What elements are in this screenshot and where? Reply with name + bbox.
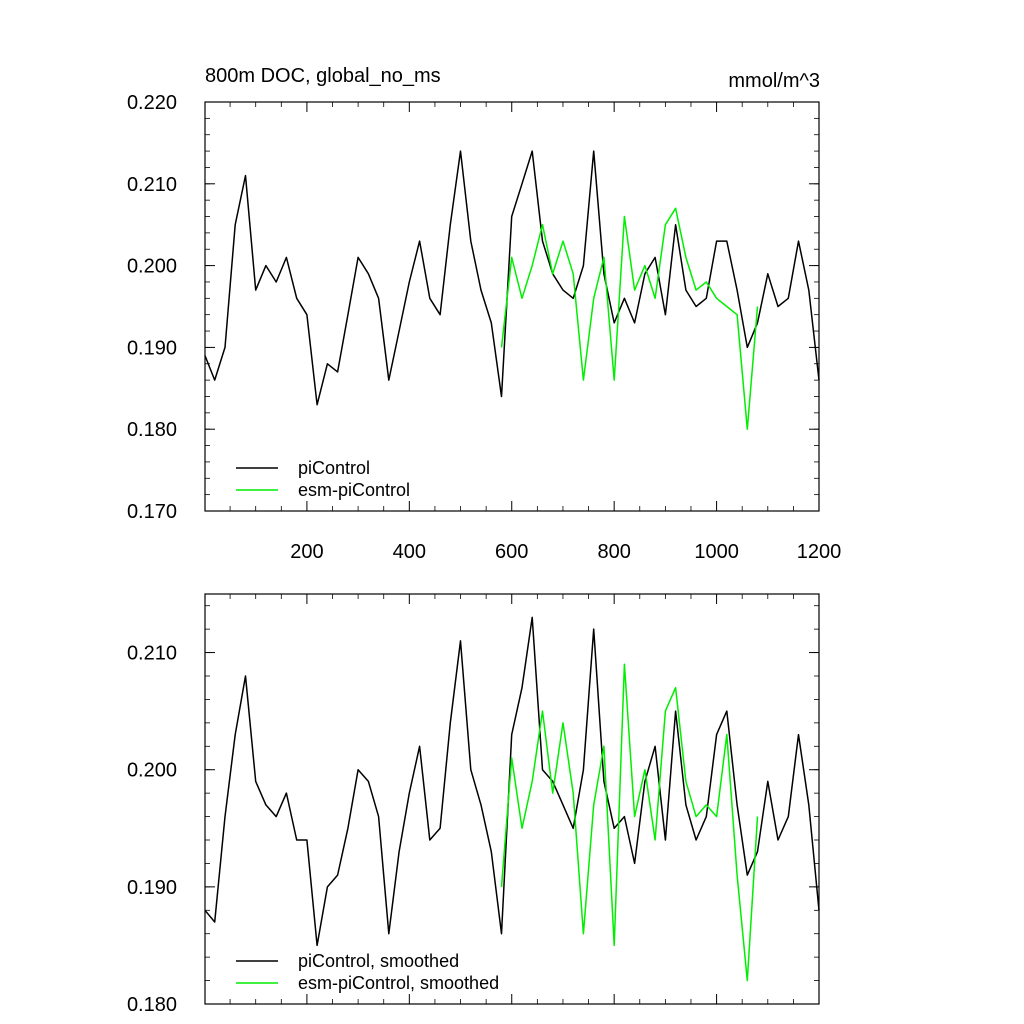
- y-tick-label: 0.220: [127, 92, 177, 114]
- tick-group: 0.180 0.190 0.200 0.210: [127, 594, 820, 1016]
- x-tick-label: 800: [597, 541, 630, 563]
- y-tick-label: 0.200: [127, 760, 177, 782]
- y-tick-label: 0.210: [127, 643, 177, 665]
- tick-group: 0.170 0.180 0.190 0.200 0.210 0.220 200 400 600 8…: [127, 92, 841, 563]
- plot-frame: [204, 593, 820, 1005]
- plot-frame: [204, 101, 820, 512]
- y-tick-label: 0.210: [127, 174, 177, 196]
- y-tick-label: 0.180: [127, 994, 177, 1016]
- series-line-0: [204, 616, 820, 947]
- x-tick-label: 200: [290, 541, 323, 563]
- series-line-1: [500, 663, 759, 982]
- legend-label: esm-piControl, smoothed: [298, 973, 499, 993]
- x-tick-label: 600: [495, 541, 528, 563]
- x-tick-label: 1000: [694, 541, 739, 563]
- y-tick-label: 0.190: [127, 877, 177, 899]
- y-tick-label: 0.180: [127, 419, 177, 441]
- panel-title-left: 800m DOC, global_no_ms: [205, 65, 441, 87]
- x-tick-label: 400: [393, 541, 426, 563]
- y-tick-label: 0.200: [127, 256, 177, 278]
- series-line-1: [500, 207, 759, 430]
- bottom-panel: 0.180 0.190 0.200 0.210 piControl, smoothed…: [127, 593, 820, 1016]
- y-tick-label: 0.170: [127, 501, 177, 523]
- legend-label: piControl, smoothed: [298, 951, 459, 971]
- panel-title-right: mmol/m^3: [728, 70, 820, 92]
- x-tick-label: 1200: [797, 541, 842, 563]
- legend-label: esm-piControl: [298, 480, 410, 500]
- legend-label: piControl: [298, 458, 370, 478]
- series-lines: [204, 616, 820, 982]
- series-lines: [204, 150, 820, 430]
- y-tick-label: 0.190: [127, 337, 177, 359]
- series-line-0: [204, 150, 820, 406]
- top-panel: 800m DOC, global_no_ms mmol/m^3 0.1700.1…: [127, 65, 841, 563]
